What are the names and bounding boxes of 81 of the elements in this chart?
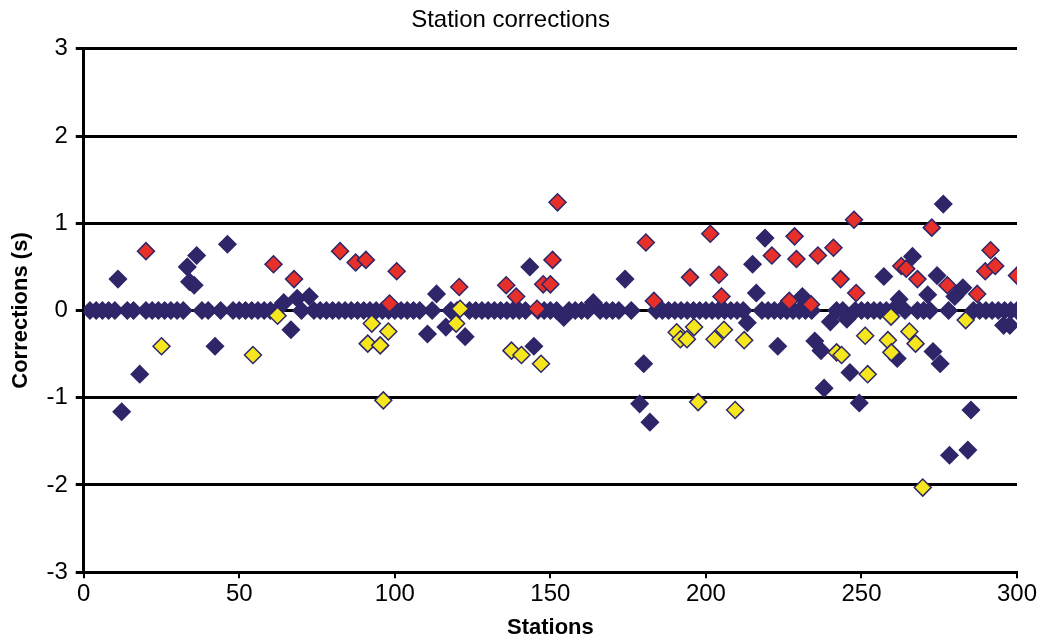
point <box>712 287 731 306</box>
point <box>846 283 866 303</box>
point <box>832 345 851 365</box>
point <box>725 400 745 420</box>
point <box>688 392 708 412</box>
point <box>380 294 399 313</box>
point <box>541 275 560 294</box>
point <box>906 334 925 353</box>
point <box>449 277 469 297</box>
point <box>878 330 898 350</box>
point <box>780 291 799 311</box>
point <box>701 224 720 243</box>
point <box>506 287 526 306</box>
point <box>531 354 551 373</box>
y-tick-label: -1 <box>46 382 68 410</box>
point <box>284 269 304 289</box>
point <box>264 255 283 274</box>
x-tick-label: 250 <box>841 579 882 607</box>
y-tick-label: 3 <box>54 33 68 61</box>
x-axis-title: Stations <box>506 614 594 640</box>
x-tick-label: 150 <box>530 579 571 607</box>
x-tick-label: 300 <box>996 579 1038 607</box>
x-tick-label: 0 <box>77 579 91 607</box>
y-tick-label: 0 <box>54 295 68 323</box>
x-tick-label: 50 <box>225 579 253 607</box>
point <box>844 210 864 230</box>
point <box>785 227 804 246</box>
point <box>370 336 390 355</box>
point <box>808 246 828 265</box>
point <box>913 478 932 497</box>
point <box>680 268 700 287</box>
point <box>268 306 287 325</box>
x-tick-label: 100 <box>374 579 415 607</box>
point <box>152 337 171 356</box>
point <box>512 345 531 365</box>
point <box>684 317 704 337</box>
point <box>908 269 927 289</box>
y-tick-label: 1 <box>54 207 68 235</box>
point <box>379 322 398 341</box>
point <box>787 249 806 269</box>
point <box>981 241 1000 260</box>
point <box>644 291 664 311</box>
y-tick-label: -2 <box>46 469 68 497</box>
point <box>938 275 957 295</box>
point <box>897 259 916 278</box>
point <box>636 233 656 252</box>
point <box>677 330 697 349</box>
y-tick-label: 2 <box>54 120 68 148</box>
point <box>705 330 724 349</box>
point <box>801 295 821 314</box>
x-tick-label: 200 <box>685 579 726 607</box>
point <box>387 262 406 281</box>
point <box>709 265 729 284</box>
point <box>881 307 901 326</box>
point <box>330 241 350 261</box>
point <box>900 322 919 341</box>
point <box>496 275 516 295</box>
point <box>967 284 987 304</box>
point <box>922 218 942 237</box>
point <box>734 330 754 350</box>
y-tick-label: -3 <box>46 556 68 584</box>
point <box>956 310 975 330</box>
point <box>543 250 562 270</box>
chart-title: Station corrections <box>411 5 610 33</box>
point <box>855 326 875 346</box>
point <box>548 193 567 212</box>
point <box>714 320 734 339</box>
point <box>985 256 1005 276</box>
point <box>356 250 376 270</box>
point <box>243 345 263 365</box>
point <box>362 314 382 333</box>
point <box>824 238 843 257</box>
point <box>374 391 393 410</box>
point <box>446 314 466 333</box>
point <box>858 364 877 384</box>
point <box>831 269 850 289</box>
point <box>882 343 901 362</box>
point <box>136 241 156 261</box>
point <box>762 246 782 265</box>
point <box>358 334 378 353</box>
y-axis-title: Corrections (s) <box>7 232 33 389</box>
